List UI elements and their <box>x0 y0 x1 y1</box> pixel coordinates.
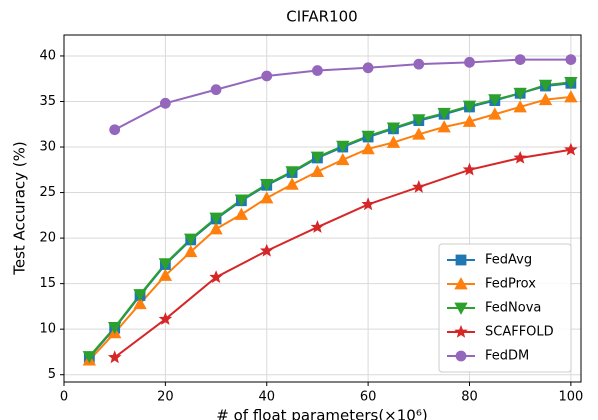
series-line <box>114 58 571 131</box>
marker <box>538 79 553 92</box>
marker <box>107 350 122 364</box>
marker <box>234 194 249 207</box>
marker <box>209 222 223 235</box>
marker <box>462 100 477 113</box>
x-tick-label: 40 <box>258 390 275 405</box>
x-tick-label: 60 <box>360 390 377 405</box>
legend-marker <box>454 324 468 338</box>
marker <box>310 151 325 164</box>
marker <box>412 114 426 127</box>
y-tick-label: 20 <box>39 231 56 246</box>
marker <box>412 179 426 193</box>
marker <box>133 296 147 310</box>
marker <box>133 289 147 302</box>
chart-title: CIFAR100 <box>286 8 357 26</box>
marker <box>564 90 578 103</box>
marker <box>82 351 97 364</box>
marker <box>184 244 198 258</box>
legend-marker <box>454 302 468 315</box>
marker <box>412 127 426 140</box>
plot-frame <box>63 34 582 383</box>
legend-label: FedProx <box>485 277 536 292</box>
legend-label: SCAFFOLD <box>485 325 554 340</box>
y-tick-label: 25 <box>39 185 56 200</box>
marker <box>488 94 502 107</box>
marker <box>310 164 325 178</box>
marker <box>158 268 173 281</box>
series-line <box>114 148 572 359</box>
marker <box>513 100 527 113</box>
marker <box>538 92 553 106</box>
marker <box>260 191 274 204</box>
legend-label: FedDM <box>485 349 529 364</box>
marker <box>437 107 451 121</box>
marker <box>437 120 451 133</box>
legend: FedAvg FedProx FedNova SCAFFOLD FedDM <box>438 243 572 373</box>
x-axis-label: # of float parameters(×10⁶) <box>216 407 427 420</box>
marker <box>285 177 299 190</box>
marker <box>234 207 249 220</box>
marker <box>312 65 323 76</box>
legend-marker <box>455 254 467 266</box>
marker <box>108 321 122 335</box>
marker <box>361 197 375 211</box>
marker <box>513 87 527 101</box>
y-tick-label: 40 <box>39 48 56 63</box>
marker <box>285 166 299 179</box>
x-tick-label: 0 <box>60 390 68 405</box>
y-tick-label: 5 <box>48 367 56 382</box>
marker <box>513 150 527 164</box>
marker <box>361 130 375 143</box>
marker <box>158 312 173 325</box>
marker <box>184 233 198 246</box>
legend-box <box>438 243 572 373</box>
y-tick-label: 10 <box>39 322 56 337</box>
marker <box>488 107 502 120</box>
marker <box>109 124 121 136</box>
y-tick-label: 30 <box>39 140 56 155</box>
marker <box>386 135 401 148</box>
marker <box>464 56 475 68</box>
y-axis-label: Test Accuracy (%) <box>11 141 29 276</box>
marker <box>565 54 577 65</box>
marker <box>261 70 273 82</box>
legend-label: FedNova <box>485 301 541 316</box>
marker <box>210 84 222 96</box>
marker <box>310 220 325 233</box>
marker <box>361 142 375 155</box>
marker <box>259 243 274 257</box>
y-tick-label: 15 <box>39 276 56 291</box>
legend-marker <box>454 277 468 290</box>
marker <box>564 76 578 90</box>
marker <box>564 142 578 156</box>
y-tick-label: 35 <box>39 94 56 109</box>
marker <box>159 97 171 109</box>
marker <box>362 62 374 74</box>
marker <box>158 258 173 271</box>
x-tick-label: 80 <box>461 390 478 405</box>
marker <box>413 58 425 70</box>
legend-marker <box>455 350 467 362</box>
marker <box>336 140 350 153</box>
x-tick-label: 20 <box>157 390 174 405</box>
legend-label: FedAvg <box>485 253 532 268</box>
marker <box>462 162 477 176</box>
marker <box>386 122 401 135</box>
x-tick-label: 100 <box>558 390 583 405</box>
marker <box>260 178 274 192</box>
marker <box>209 270 223 283</box>
marker <box>462 114 477 127</box>
marker <box>209 212 223 225</box>
marker <box>514 54 526 65</box>
marker <box>336 152 350 166</box>
